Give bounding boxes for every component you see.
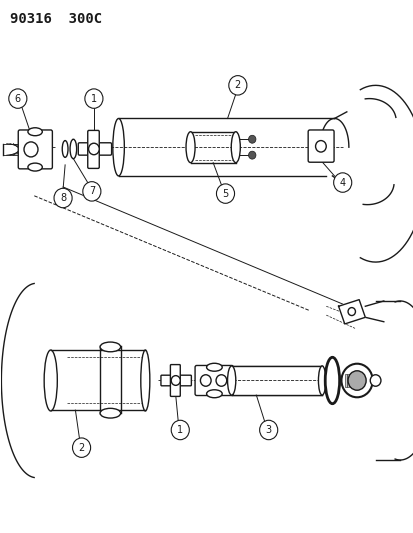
- FancyBboxPatch shape: [344, 374, 346, 387]
- Text: 2: 2: [78, 443, 85, 453]
- FancyBboxPatch shape: [356, 374, 358, 387]
- Ellipse shape: [185, 132, 195, 163]
- Ellipse shape: [231, 132, 240, 163]
- Circle shape: [24, 142, 38, 157]
- Circle shape: [72, 438, 90, 457]
- Circle shape: [83, 182, 101, 201]
- Circle shape: [54, 188, 72, 208]
- Polygon shape: [338, 300, 364, 324]
- FancyBboxPatch shape: [307, 130, 333, 162]
- Ellipse shape: [70, 139, 76, 159]
- Polygon shape: [51, 351, 145, 410]
- FancyBboxPatch shape: [78, 143, 112, 155]
- Circle shape: [259, 420, 277, 440]
- Polygon shape: [231, 366, 321, 395]
- Text: 5: 5: [222, 189, 228, 199]
- Circle shape: [85, 89, 103, 108]
- Circle shape: [171, 376, 180, 385]
- Text: 4: 4: [339, 177, 345, 188]
- Ellipse shape: [318, 366, 325, 395]
- Circle shape: [369, 375, 380, 386]
- FancyBboxPatch shape: [351, 374, 354, 387]
- Ellipse shape: [62, 141, 68, 157]
- Circle shape: [347, 371, 365, 390]
- Text: 1: 1: [177, 425, 183, 435]
- Ellipse shape: [100, 408, 120, 418]
- Ellipse shape: [227, 366, 235, 395]
- Text: 8: 8: [60, 193, 66, 203]
- Text: 2: 2: [234, 80, 240, 90]
- Ellipse shape: [206, 390, 222, 398]
- Polygon shape: [118, 118, 348, 176]
- Circle shape: [333, 173, 351, 192]
- FancyBboxPatch shape: [347, 374, 349, 387]
- Circle shape: [88, 143, 99, 155]
- FancyBboxPatch shape: [195, 366, 233, 395]
- Text: 1: 1: [90, 94, 97, 103]
- Circle shape: [216, 184, 234, 203]
- FancyBboxPatch shape: [18, 130, 52, 169]
- FancyBboxPatch shape: [88, 131, 99, 168]
- FancyBboxPatch shape: [161, 375, 191, 386]
- FancyBboxPatch shape: [354, 374, 356, 387]
- Ellipse shape: [100, 342, 120, 352]
- Circle shape: [248, 151, 255, 159]
- Text: 3: 3: [265, 425, 271, 435]
- Ellipse shape: [325, 357, 339, 403]
- Circle shape: [171, 420, 189, 440]
- FancyBboxPatch shape: [349, 374, 351, 387]
- Ellipse shape: [28, 128, 42, 136]
- Text: 7: 7: [88, 187, 95, 196]
- Circle shape: [9, 89, 27, 108]
- Circle shape: [248, 135, 255, 143]
- Text: 90316  300C: 90316 300C: [9, 12, 102, 27]
- Circle shape: [228, 76, 246, 95]
- Text: 6: 6: [15, 94, 21, 103]
- Ellipse shape: [206, 364, 222, 371]
- FancyBboxPatch shape: [170, 365, 180, 397]
- Circle shape: [341, 364, 372, 397]
- Ellipse shape: [28, 163, 42, 171]
- FancyBboxPatch shape: [359, 374, 361, 387]
